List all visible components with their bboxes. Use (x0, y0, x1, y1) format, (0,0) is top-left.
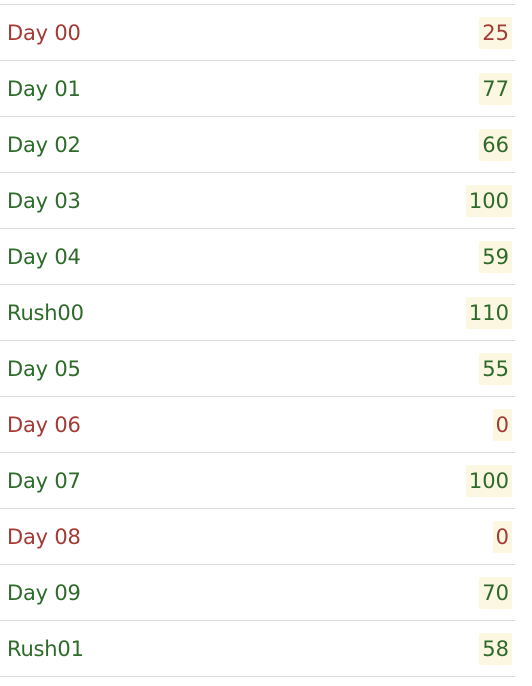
list-item-day-05[interactable]: Day 05 55 (0, 341, 515, 397)
project-name[interactable]: Day 06 (7, 412, 81, 437)
project-score: 0 (492, 408, 512, 441)
project-score: 55 (479, 352, 512, 385)
list-item-day-06[interactable]: Day 06 0 (0, 397, 515, 453)
project-score: 66 (479, 128, 512, 161)
project-score: 25 (479, 16, 512, 49)
project-name[interactable]: Day 04 (7, 244, 81, 269)
project-score: 58 (479, 632, 512, 665)
project-score: 100 (465, 184, 512, 217)
list-item-day-09[interactable]: Day 09 70 (0, 565, 515, 621)
project-name[interactable]: Day 08 (7, 524, 81, 549)
list-item-day-08[interactable]: Day 08 0 (0, 509, 515, 565)
project-score: 110 (465, 296, 512, 329)
list-item-day-04[interactable]: Day 04 59 (0, 229, 515, 285)
list-item-day-03[interactable]: Day 03 100 (0, 173, 515, 229)
project-score: 0 (492, 520, 512, 553)
project-score: 100 (465, 464, 512, 497)
project-score-list: Day 00 25 Day 01 77 Day 02 66 Day 03 100… (0, 4, 515, 677)
project-name[interactable]: Day 02 (7, 132, 81, 157)
list-item-day-01[interactable]: Day 01 77 (0, 61, 515, 117)
project-name[interactable]: Day 05 (7, 356, 81, 381)
list-item-rush-00[interactable]: Rush00 110 (0, 285, 515, 341)
project-score: 77 (479, 72, 512, 105)
project-name[interactable]: Rush00 (7, 300, 84, 325)
list-item-rush-01[interactable]: Rush01 58 (0, 621, 515, 677)
project-name[interactable]: Day 07 (7, 468, 81, 493)
list-item-day-02[interactable]: Day 02 66 (0, 117, 515, 173)
project-name[interactable]: Day 03 (7, 188, 81, 213)
project-name[interactable]: Day 00 (7, 20, 81, 45)
list-item-day-00[interactable]: Day 00 25 (0, 5, 515, 61)
list-item-day-07[interactable]: Day 07 100 (0, 453, 515, 509)
project-name[interactable]: Rush01 (7, 636, 84, 661)
project-score: 59 (479, 240, 512, 273)
project-name[interactable]: Day 01 (7, 76, 81, 101)
project-name[interactable]: Day 09 (7, 580, 81, 605)
project-score: 70 (479, 576, 512, 609)
